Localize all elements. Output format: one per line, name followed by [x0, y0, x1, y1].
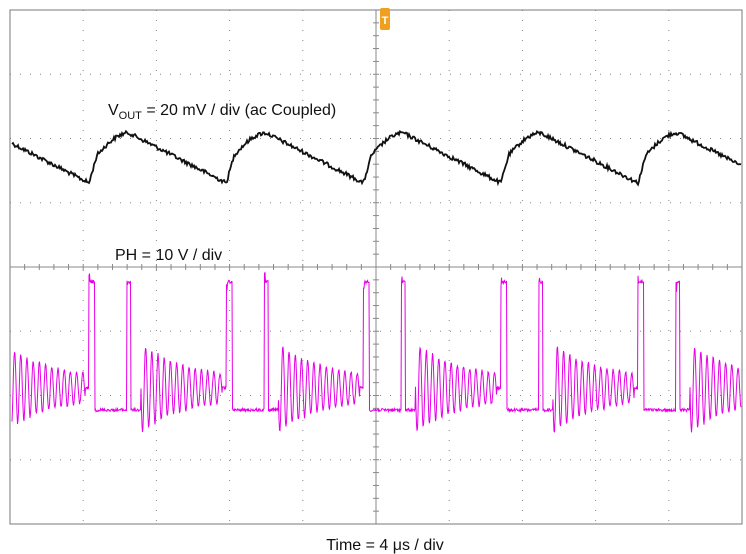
- vout-annotation-sub: OUT: [119, 110, 143, 122]
- vout-trace: [11, 129, 742, 187]
- traces: [11, 129, 742, 433]
- screen-frame: [9, 9, 743, 525]
- graticule: [9, 9, 743, 524]
- vout-annotation-main: V: [108, 102, 119, 119]
- ph-annotation: PH = 10 V / div: [115, 247, 222, 264]
- vout-annotation-rest: = 20 mV / div (ac Coupled): [142, 102, 336, 119]
- trigger-marker: T: [380, 8, 390, 30]
- vout-annotation: VOUT = 20 mV / div (ac Coupled): [108, 102, 336, 122]
- time-axis-label: Time = 4 μs / div: [326, 537, 444, 554]
- ph-trace: [11, 271, 742, 433]
- trigger-label: T: [382, 15, 389, 27]
